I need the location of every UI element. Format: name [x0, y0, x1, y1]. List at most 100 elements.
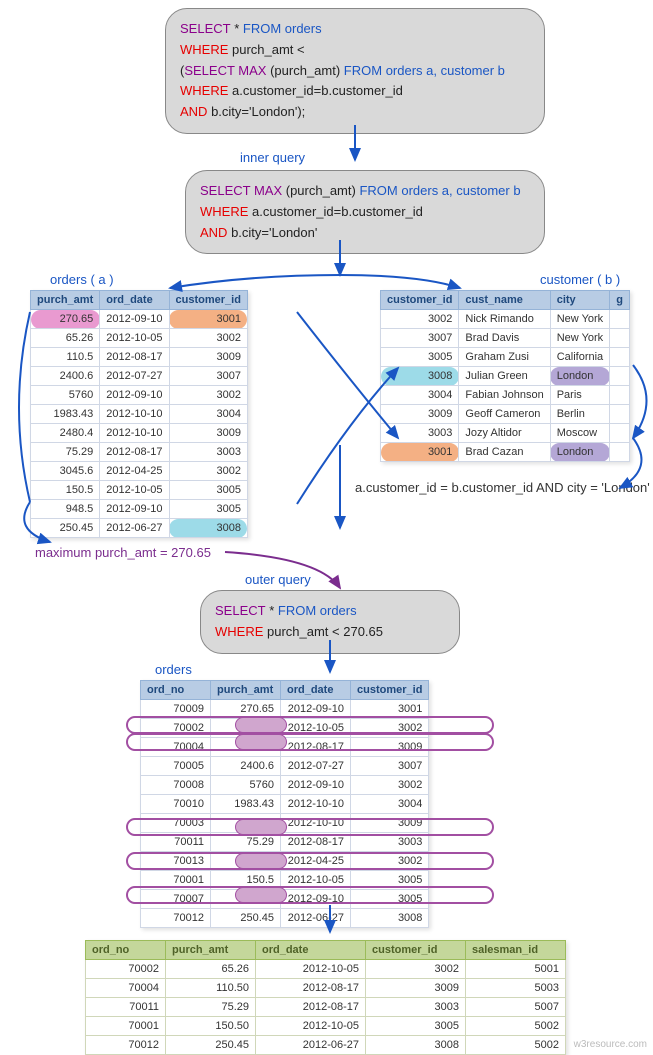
- cell: 70007: [141, 890, 211, 909]
- cell: 3002: [366, 960, 466, 979]
- kw: WHERE: [180, 83, 228, 98]
- cell: Graham Zusi: [459, 348, 550, 367]
- txt: b.city='London': [207, 104, 297, 119]
- cell: 2012-06-27: [281, 909, 351, 928]
- kw: SELECT: [200, 183, 250, 198]
- cell: Julian Green: [459, 367, 550, 386]
- cell: 3002: [381, 310, 459, 329]
- cell: 270.65: [211, 700, 281, 719]
- cell: 2012-08-17: [256, 979, 366, 998]
- cell: 70009: [141, 700, 211, 719]
- col: ord_date: [256, 941, 366, 960]
- kw: WHERE: [215, 624, 263, 639]
- cell: 250.45: [166, 1036, 256, 1055]
- cell: 5001: [466, 960, 566, 979]
- cell: 70004: [86, 979, 166, 998]
- cell: London: [550, 367, 609, 386]
- cell: 110.50: [166, 979, 256, 998]
- txt: (purch_amt): [270, 63, 344, 78]
- cell: 2012-10-10: [100, 405, 169, 424]
- cell: 5760: [31, 386, 100, 405]
- tbl: orders a, customer b: [398, 183, 521, 198]
- cell: 2012-09-10: [100, 386, 169, 405]
- cell: [610, 386, 630, 405]
- cell: 3003: [366, 998, 466, 1017]
- cell: 3045.6: [211, 852, 281, 871]
- cell: 3002: [169, 462, 247, 481]
- txt: );: [297, 104, 305, 119]
- cell: 2012-08-17: [256, 998, 366, 1017]
- cell: 2012-10-10: [100, 424, 169, 443]
- kw: AND: [200, 225, 227, 240]
- cell: 70013: [141, 852, 211, 871]
- cell: 2012-10-05: [256, 960, 366, 979]
- label-outer-query: outer query: [245, 572, 311, 587]
- cell: 2012-07-27: [281, 757, 351, 776]
- cell: 65.26: [166, 960, 256, 979]
- col: purch_amt: [31, 291, 100, 310]
- cell: 2012-07-27: [100, 367, 169, 386]
- cell: [610, 348, 630, 367]
- cell: 3003: [381, 424, 459, 443]
- label-join-cond: a.customer_id = b.customer_id AND city =…: [355, 480, 650, 495]
- cell: 250.45: [211, 909, 281, 928]
- tbl: orders: [281, 21, 321, 36]
- cell: New York: [550, 329, 609, 348]
- txt: AND: [536, 480, 567, 495]
- cell: 2012-04-25: [281, 852, 351, 871]
- col: city: [550, 291, 609, 310]
- cell: 2012-09-10: [100, 310, 169, 329]
- cell: 1983.43: [211, 795, 281, 814]
- cell: 70005: [141, 757, 211, 776]
- cell: Brad Cazan: [459, 443, 550, 462]
- cell: 948.5: [31, 500, 100, 519]
- cell: 2012-10-10: [281, 814, 351, 833]
- kw: FROM: [359, 183, 397, 198]
- cell: 3008: [169, 519, 247, 538]
- cell: 3007: [351, 757, 429, 776]
- sql-box-inner: SELECT MAX (purch_amt) FROM orders a, cu…: [185, 170, 545, 254]
- cell: 2480.4: [31, 424, 100, 443]
- cell: 70012: [141, 909, 211, 928]
- cell: Jozy Altidor: [459, 424, 550, 443]
- cell: 150.5: [31, 481, 100, 500]
- label-inner-query: inner query: [240, 150, 305, 165]
- cell: London: [550, 443, 609, 462]
- cell: 3005: [169, 500, 247, 519]
- cell: 70001: [86, 1017, 166, 1036]
- label-orders-a: orders ( a ): [50, 272, 114, 287]
- tbl: orders: [316, 603, 356, 618]
- cell: 5760: [211, 776, 281, 795]
- kw: SELECT: [215, 603, 266, 618]
- cell: 70002: [86, 960, 166, 979]
- kw: MAX: [235, 63, 270, 78]
- cell: 3009: [366, 979, 466, 998]
- txt: (purch_amt): [286, 183, 360, 198]
- cell: Paris: [550, 386, 609, 405]
- cell: 2012-09-10: [100, 500, 169, 519]
- cell: 3001: [169, 310, 247, 329]
- kw: SELECT: [184, 63, 234, 78]
- cell: 5003: [466, 979, 566, 998]
- table-customer-b: customer_id cust_name city g 3002Nick Ri…: [380, 290, 630, 462]
- cell: 2012-08-17: [281, 833, 351, 852]
- cell: [610, 367, 630, 386]
- txt: purch_amt <: [228, 42, 304, 57]
- cell: 3002: [169, 386, 247, 405]
- cell: 110.5: [211, 738, 281, 757]
- kw: WHERE: [180, 42, 228, 57]
- cell: 3004: [169, 405, 247, 424]
- cell: 70008: [141, 776, 211, 795]
- cell: 70001: [141, 871, 211, 890]
- cell: 75.29: [211, 833, 281, 852]
- col: ord_no: [141, 681, 211, 700]
- cell: 70002: [141, 719, 211, 738]
- cell: 3004: [381, 386, 459, 405]
- cell: 5007: [466, 998, 566, 1017]
- cell: 2012-10-05: [100, 329, 169, 348]
- kw: FROM: [243, 21, 281, 36]
- col: ord_date: [100, 291, 169, 310]
- cell: 3009: [381, 405, 459, 424]
- txt: *: [231, 21, 243, 36]
- cell: 3007: [381, 329, 459, 348]
